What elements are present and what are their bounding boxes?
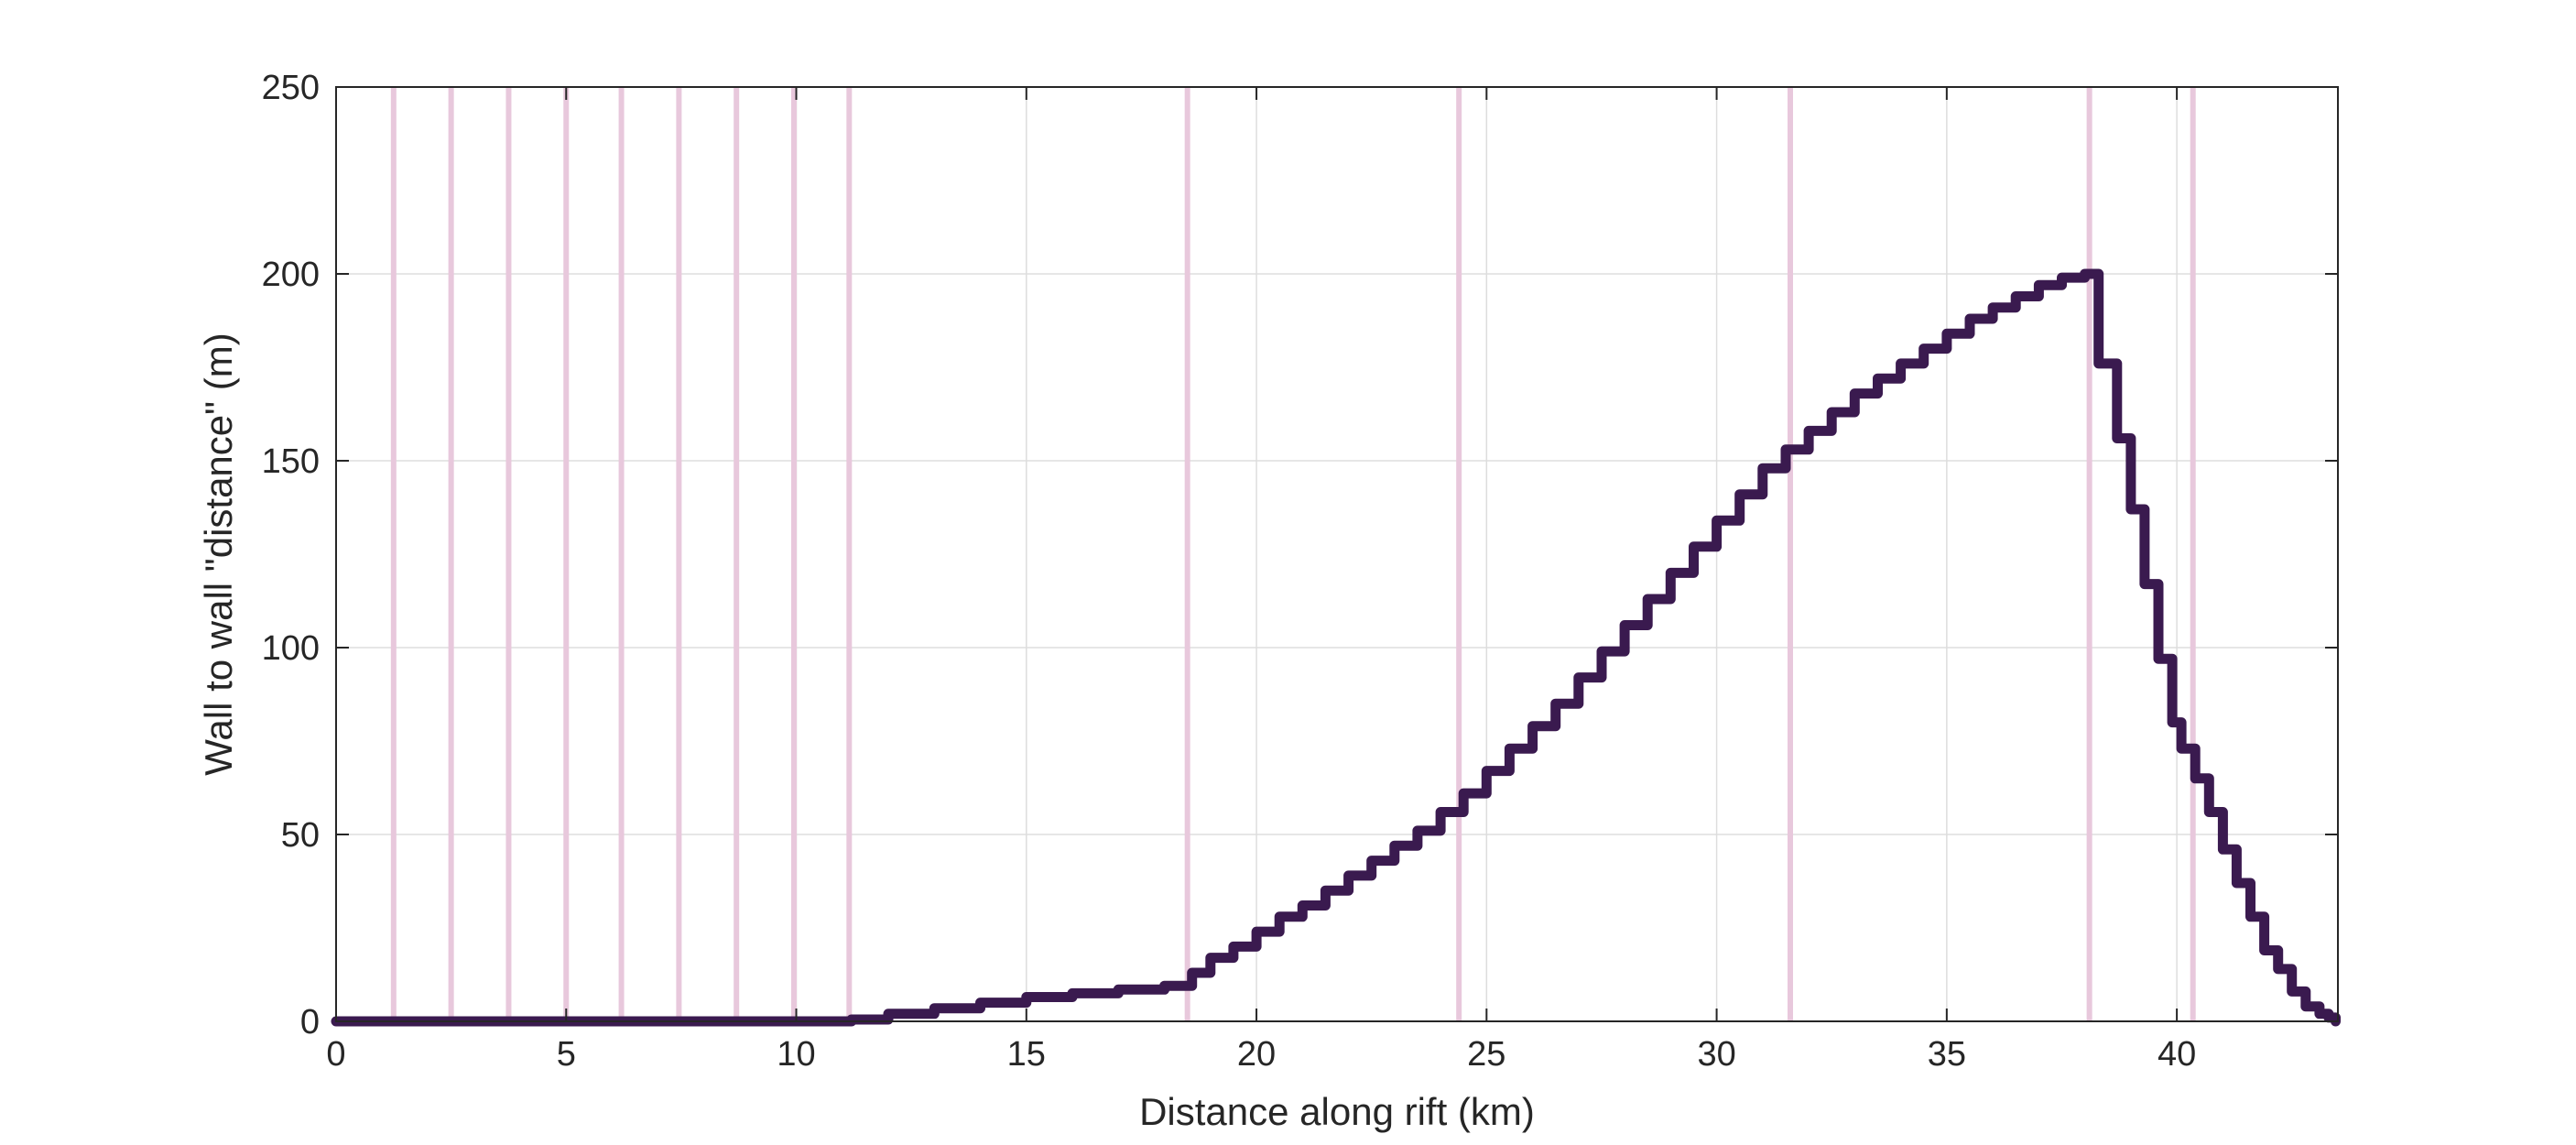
y-tick-label: 250 — [262, 69, 320, 107]
series-line-0 — [331, 268, 2341, 1027]
axis-ticks — [335, 86, 2338, 1022]
x-tick-label: 40 — [2158, 1035, 2196, 1074]
x-tick-label: 15 — [1007, 1035, 1046, 1074]
y-tick-label: 50 — [281, 816, 320, 855]
x-tick-label: 25 — [1467, 1035, 1505, 1074]
x-tick-label: 0 — [326, 1035, 345, 1074]
x-tick-label: 20 — [1237, 1035, 1276, 1074]
y-tick-label: 100 — [262, 629, 320, 668]
x-tick-label: 10 — [777, 1035, 815, 1074]
y-tick-label: 200 — [262, 256, 320, 294]
x-axis-tick-labels: 0 5 10 15 20 25 30 35 40 — [326, 1035, 2196, 1074]
y-axis-tick-labels: 0 50 100 150 200 250 — [262, 69, 320, 1041]
x-axis-label: Distance along rift (km) — [1139, 1090, 1535, 1133]
x-tick-label: 35 — [1928, 1035, 1966, 1074]
x-tick-label: 5 — [557, 1035, 576, 1074]
grid-lines — [336, 87, 2338, 1021]
y-tick-label: 0 — [300, 1003, 320, 1041]
y-axis-label: Wall to wall "distance" (m) — [197, 333, 240, 775]
plot-area-box — [335, 86, 2339, 1022]
y-tick-label: 150 — [262, 442, 320, 481]
vertical-markers — [390, 87, 2196, 1021]
series-layer — [331, 268, 2341, 1027]
x-tick-label: 30 — [1697, 1035, 1735, 1074]
